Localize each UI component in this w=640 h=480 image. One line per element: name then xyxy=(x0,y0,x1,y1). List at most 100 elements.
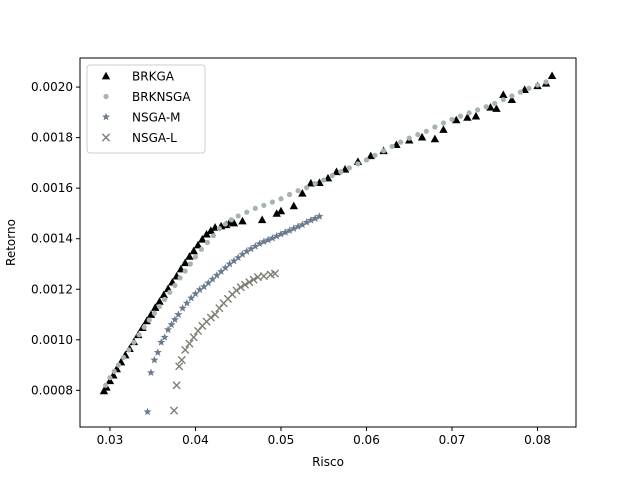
y-tick-label: 0.0010 xyxy=(31,333,73,347)
data-point xyxy=(463,113,472,121)
data-point xyxy=(372,152,378,158)
data-point xyxy=(423,128,429,134)
data-point xyxy=(449,116,455,123)
y-tick-label: 0.0016 xyxy=(31,181,73,195)
data-point xyxy=(242,247,251,255)
data-point xyxy=(269,199,276,205)
data-point xyxy=(543,79,549,85)
data-point xyxy=(115,362,122,368)
data-point xyxy=(159,290,169,299)
plot-marks xyxy=(99,71,557,416)
x-tick-label: 0.07 xyxy=(439,433,466,447)
data-point xyxy=(355,161,361,167)
data-point xyxy=(187,293,196,302)
data-point xyxy=(294,222,303,230)
data-point xyxy=(212,271,221,279)
data-point xyxy=(346,165,352,171)
data-point xyxy=(185,252,194,260)
legend-item: BRKGA xyxy=(101,70,175,84)
data-point xyxy=(315,212,324,220)
data-point xyxy=(167,289,173,295)
legend-marker xyxy=(101,133,111,142)
data-point xyxy=(169,406,179,415)
legend-marker xyxy=(103,93,109,100)
legend-label: BRKGA xyxy=(132,70,175,84)
data-point xyxy=(172,381,181,390)
data-point xyxy=(302,218,311,226)
data-point xyxy=(276,206,286,215)
data-point xyxy=(272,209,281,217)
data-point xyxy=(457,113,464,119)
data-point xyxy=(146,368,155,377)
data-point xyxy=(240,280,250,289)
data-point xyxy=(245,278,254,287)
data-point xyxy=(146,317,152,323)
data-point xyxy=(172,282,178,289)
data-point xyxy=(471,111,481,120)
data-point xyxy=(238,216,247,225)
data-point xyxy=(103,382,109,388)
data-point xyxy=(162,296,168,302)
data-point xyxy=(278,196,284,202)
data-point xyxy=(475,107,481,113)
data-point xyxy=(143,407,152,416)
data-point xyxy=(295,188,301,194)
data-point xyxy=(204,278,213,287)
data-point xyxy=(289,224,298,232)
legend-marker xyxy=(102,112,110,121)
data-point xyxy=(208,274,217,283)
data-point xyxy=(261,202,267,208)
data-point xyxy=(180,258,190,267)
data-point xyxy=(111,368,117,374)
legend-item: NSGA-L xyxy=(101,131,177,145)
data-point xyxy=(507,95,517,104)
data-point xyxy=(415,131,421,138)
data-point xyxy=(160,333,169,341)
data-point xyxy=(534,82,541,88)
data-point xyxy=(181,345,190,355)
data-point xyxy=(228,217,234,223)
data-point xyxy=(121,354,127,361)
data-point xyxy=(547,71,557,80)
data-point xyxy=(151,303,160,311)
data-point xyxy=(259,237,268,246)
data-point xyxy=(432,124,438,130)
data-point xyxy=(338,169,344,175)
data-point xyxy=(380,148,387,154)
data-point xyxy=(249,275,258,284)
legend-item: BRKNSGA xyxy=(103,90,191,104)
data-point xyxy=(298,220,307,229)
x-tick-label: 0.04 xyxy=(182,433,209,447)
data-point xyxy=(486,103,495,111)
data-point xyxy=(417,132,427,141)
data-point xyxy=(198,235,207,243)
data-point xyxy=(107,375,113,381)
data-point xyxy=(192,254,199,260)
data-point xyxy=(298,189,307,197)
plot-frame xyxy=(79,57,577,428)
data-point xyxy=(175,362,184,371)
x-axis-label: Risco xyxy=(312,455,344,469)
y-tick-label: 0.0020 xyxy=(31,80,73,94)
legend-label: NSGA-L xyxy=(132,131,177,145)
legend-label: NSGA-M xyxy=(132,111,181,125)
y-axis: 0.0008 0.0010 0.0012 0.0014 0.0016 0.0018 0.00… xyxy=(31,80,80,397)
data-point xyxy=(430,134,440,143)
data-point xyxy=(182,298,191,307)
data-point xyxy=(189,246,198,255)
y-tick-label: 0.0014 xyxy=(31,232,73,246)
data-point xyxy=(198,246,205,252)
data-point xyxy=(234,253,243,262)
data-point xyxy=(329,172,335,179)
data-point xyxy=(177,355,186,365)
data-point xyxy=(255,239,264,248)
data-point xyxy=(189,333,198,342)
y-axis-label: Retorno xyxy=(4,219,18,266)
data-point xyxy=(157,338,166,346)
data-point xyxy=(332,167,341,176)
data-point xyxy=(211,310,220,319)
data-point xyxy=(170,315,179,323)
legend-label: BRKNSGA xyxy=(132,90,191,104)
data-point xyxy=(389,143,395,150)
data-point xyxy=(200,282,208,291)
